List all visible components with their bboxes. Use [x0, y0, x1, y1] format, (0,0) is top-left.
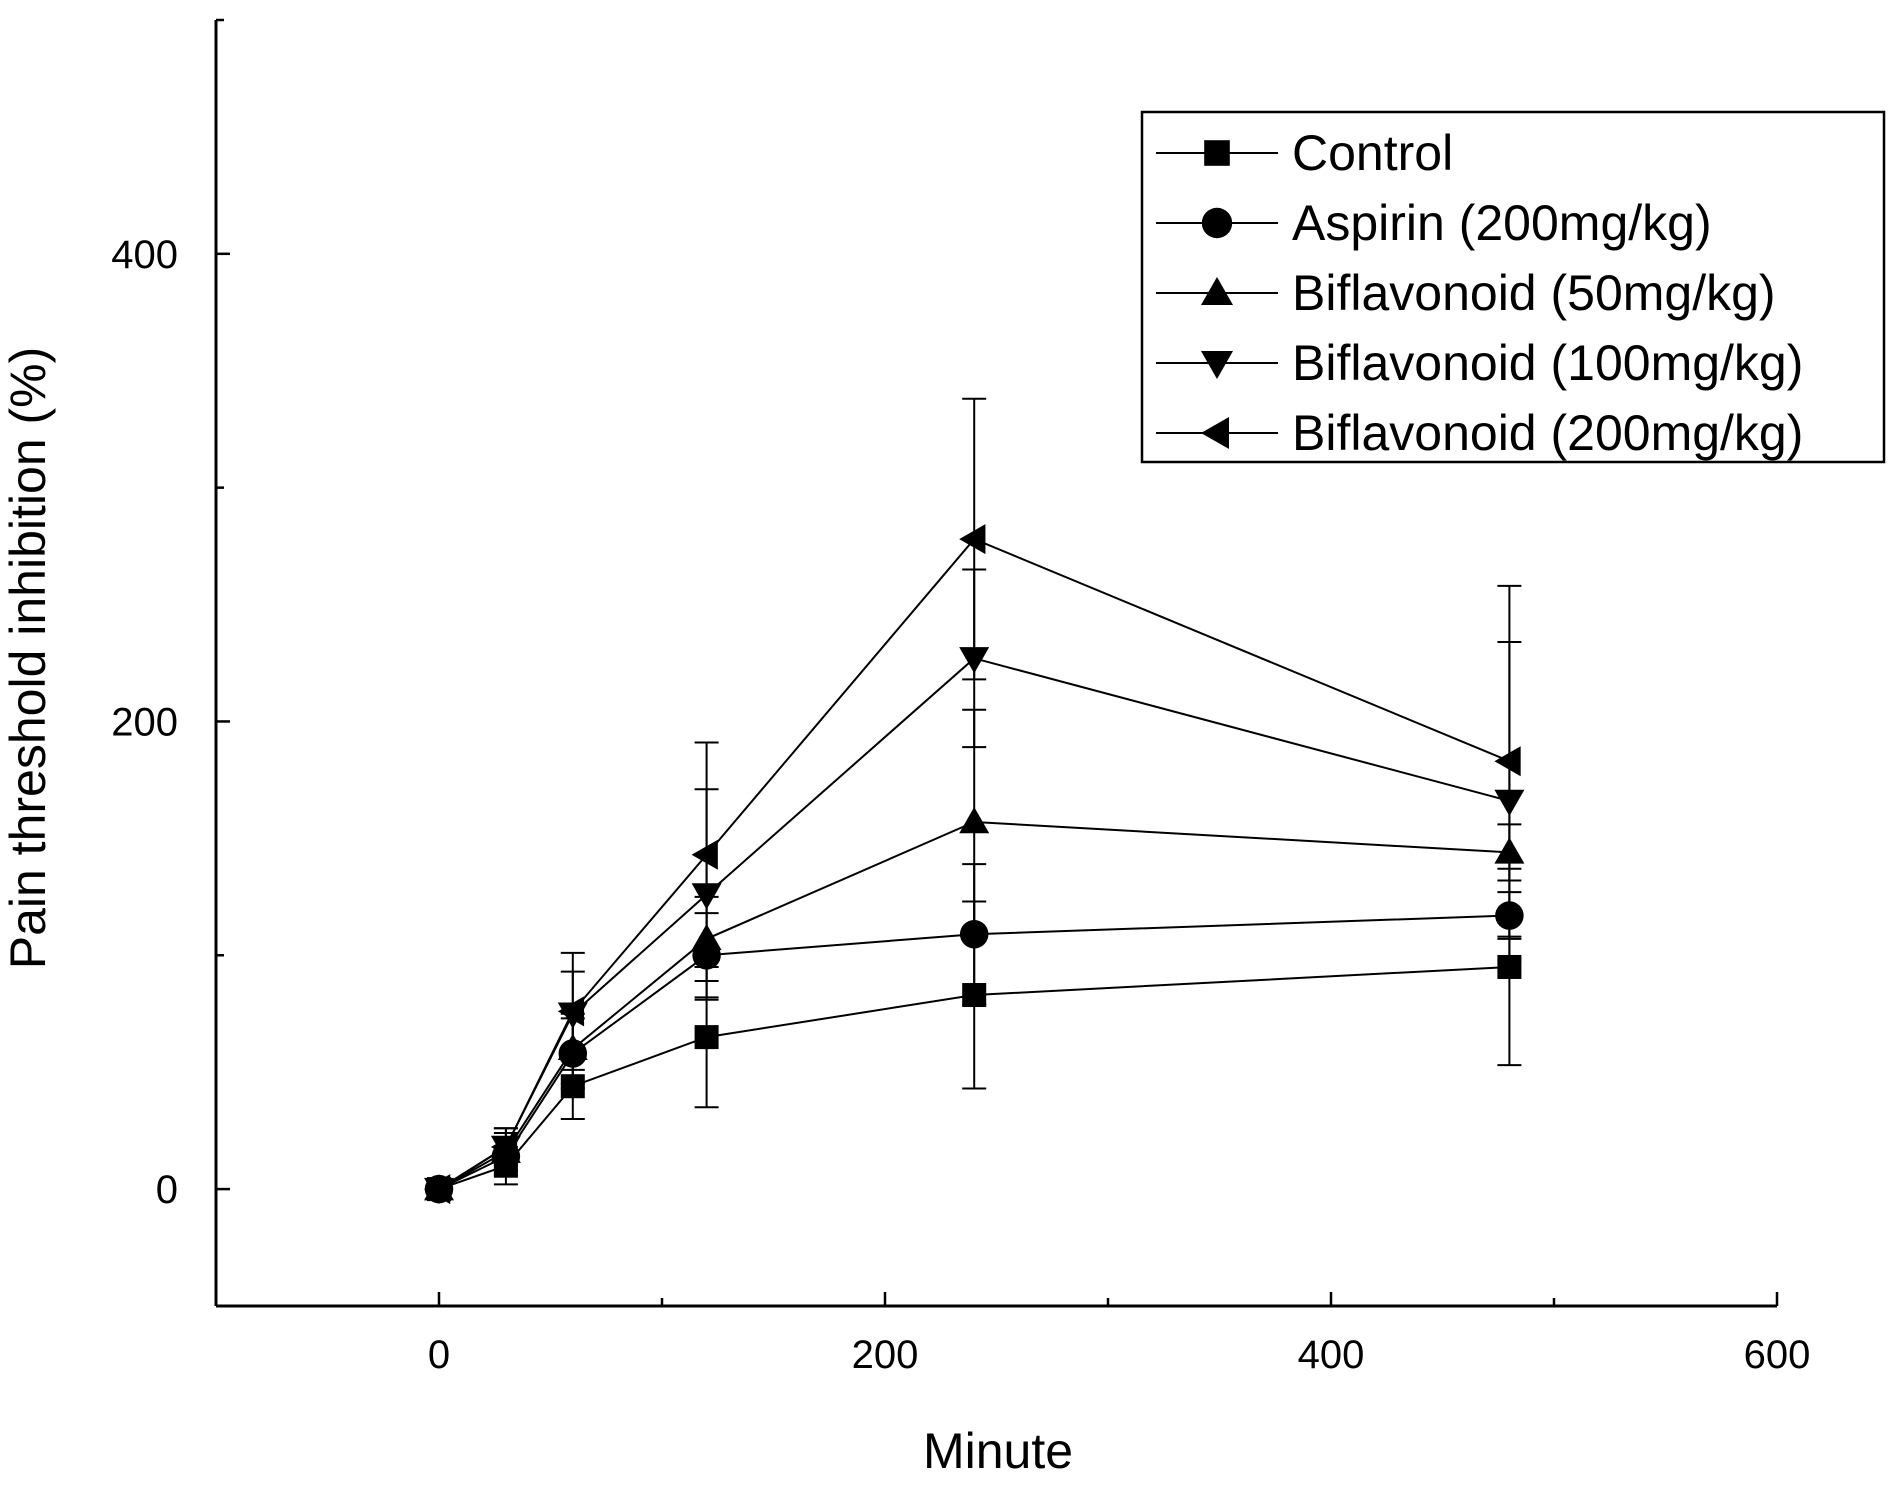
data-point: [424, 1174, 451, 1205]
data-point: [490, 1132, 518, 1163]
legend-box: [1140, 110, 1886, 464]
data-point: [694, 1025, 719, 1050]
x-tick-label: 200: [852, 1333, 919, 1377]
y-tick-label: 200: [111, 700, 178, 744]
data-point: [557, 996, 585, 1027]
y-tick-label: 0: [156, 1168, 178, 1212]
data-point: [691, 839, 718, 870]
legend-marker: [1201, 417, 1229, 449]
series-line: [438, 537, 1510, 1190]
legend-marker: [1201, 351, 1233, 379]
data-point: [1494, 746, 1521, 777]
x-tick-label: 400: [1298, 1333, 1365, 1377]
axes: 0 200 400 600 0 200 400: [111, 18, 1811, 1377]
legend-marker: [1201, 277, 1233, 305]
x-tick-label: 600: [1744, 1333, 1811, 1377]
legend-label: Aspirin (200mg/kg): [1292, 195, 1712, 251]
legend-label: Biflavonoid (100mg/kg): [1292, 335, 1803, 391]
legend-label: Biflavonoid (200mg/kg): [1292, 405, 1803, 461]
y-tick-label: 400: [111, 233, 178, 277]
legend-marker: [1204, 140, 1230, 166]
series-layer: [424, 397, 1525, 1205]
x-tick-label: 0: [428, 1333, 450, 1377]
series-5: [424, 397, 1522, 1205]
legend: Control Aspirin (200mg/kg) Biflavonoid (50…: [1140, 110, 1886, 464]
x-axis-title: Minute: [923, 1423, 1073, 1479]
y-axis-title: Pain threshold inhibition (%): [0, 347, 56, 970]
legend-marker: [1201, 207, 1233, 239]
data-point: [959, 524, 986, 555]
data-point: [959, 806, 990, 834]
legend-label: Control: [1292, 125, 1453, 181]
legend-label: Biflavonoid (50mg/kg): [1292, 265, 1776, 321]
